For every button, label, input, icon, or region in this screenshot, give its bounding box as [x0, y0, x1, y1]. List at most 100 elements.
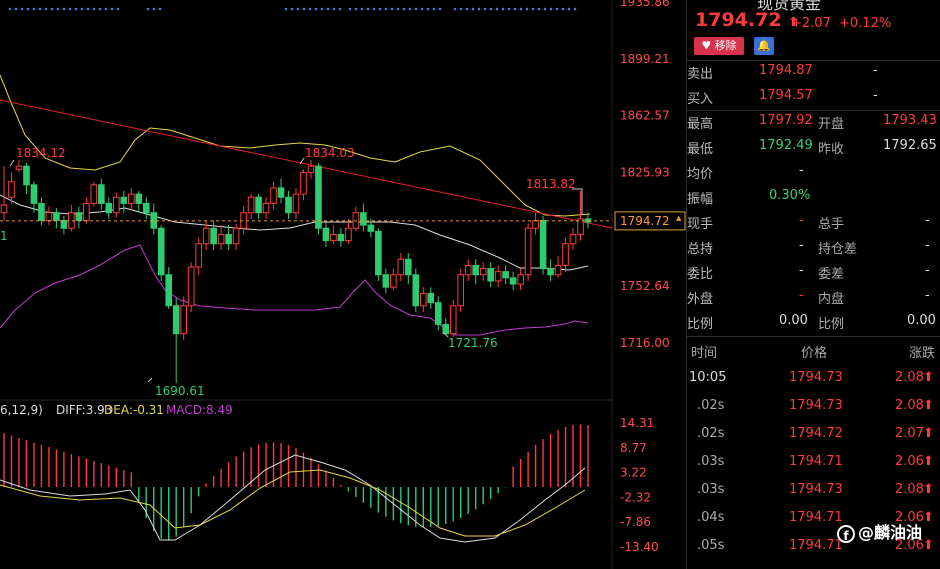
candle-body — [307, 165, 315, 173]
buy-row: 买入 1794.57 - — [687, 88, 940, 108]
tick-row: .03s 1794.73 2.08 ⬆ — [687, 482, 940, 506]
marker-dot — [152, 7, 156, 11]
tick-price: 1794.71 — [789, 538, 843, 553]
hold-label: 总持 — [687, 242, 714, 257]
marker-dot — [573, 7, 577, 11]
tick-row: .02s 1794.73 2.08 ⬆ — [687, 398, 940, 422]
annotation-high-left: 1834.12 — [16, 146, 66, 160]
marker-dot — [146, 7, 150, 11]
high-open-row: 最高 1797.92 开盘 1793.43 — [687, 113, 940, 133]
ratio2-value: 0.00 — [907, 313, 936, 328]
tick-change: 2.08 — [895, 398, 924, 413]
ratio-label: 比例 — [687, 317, 714, 332]
marker-dot — [471, 7, 475, 11]
high-value: 1797.92 — [759, 113, 813, 128]
now-hand-label: 现手 — [687, 217, 714, 232]
candle-body — [30, 184, 38, 204]
candle-body — [187, 266, 195, 307]
price-axis-label: 1935.86 — [620, 0, 670, 9]
marker-dot — [14, 7, 18, 11]
candle-body — [180, 305, 187, 335]
kline-chart[interactable]: 1935.86 1899.21 1862.57 1825.93 1752.64 1716.… — [0, 0, 686, 569]
candle-body — [360, 212, 367, 226]
tick-price: 1794.71 — [789, 510, 843, 525]
heart-icon: ♥ — [701, 39, 712, 52]
tick-price: 1794.71 — [789, 454, 843, 469]
hold-change-value: - — [925, 238, 930, 253]
marker-dot — [414, 7, 418, 11]
marker-dot — [567, 7, 571, 11]
tick-time: .02s — [697, 398, 725, 413]
candle-body — [472, 264, 479, 276]
annotation-left-cut: 1 — [0, 229, 8, 243]
candle-body — [247, 196, 255, 214]
annotation-high-mid: 1834.03 — [305, 146, 355, 160]
candle-body — [105, 202, 113, 214]
avg-label: 均价 — [687, 167, 714, 182]
candle-body — [83, 202, 90, 221]
price-axis-label: 1899.21 — [620, 52, 670, 66]
position-row: 总持 - 持仓差 - — [687, 238, 940, 258]
kline-chart-area[interactable]: 1935.86 1899.21 1862.57 1825.93 1752.64 1716.… — [0, 0, 686, 569]
annotation-recent-high: 1813.82 — [526, 177, 576, 191]
marker-dot — [110, 7, 114, 11]
candle-body — [517, 274, 524, 285]
marker-dot — [290, 7, 294, 11]
order-ratio-row: 委比 - 委差 - — [687, 263, 940, 283]
candle-body — [157, 227, 165, 276]
middle-band-line — [0, 194, 589, 271]
diff-line — [0, 454, 586, 543]
order-diff-label: 委差 — [818, 267, 845, 282]
tick-row: .02s 1794.72 2.07 ⬆ — [687, 426, 940, 450]
candle-body — [232, 227, 240, 245]
last-price-value: 1794.72 — [695, 9, 782, 31]
tick-change: 2.07 — [895, 426, 924, 441]
remove-watchlist-button[interactable]: ♥ 移除 — [694, 37, 744, 55]
marker-dot — [92, 7, 96, 11]
marker-dot — [314, 7, 318, 11]
candle-body — [45, 212, 53, 221]
candle-body — [487, 268, 494, 282]
buy-label: 买入 — [687, 92, 714, 107]
annotation-pointer — [572, 188, 583, 215]
candle-body — [382, 274, 390, 288]
up-arrow-icon: ⬆ — [923, 538, 934, 553]
marker-dot — [525, 7, 529, 11]
marker-dot — [420, 7, 424, 11]
marker-dot — [44, 7, 48, 11]
candle-body — [434, 302, 442, 325]
candle-body — [255, 196, 262, 214]
tick-change: 2.06 — [895, 538, 924, 553]
prev-close-label: 昨收 — [818, 142, 845, 157]
marker-dot — [555, 7, 559, 11]
candle-body — [277, 187, 285, 198]
up-arrow-icon: ⬆ — [923, 454, 934, 469]
marker-dot — [360, 7, 364, 11]
candle-body — [539, 219, 547, 270]
marker-dot — [326, 7, 330, 11]
marker-dot — [86, 7, 90, 11]
volume-row: 现手 - 总手 - — [687, 213, 940, 233]
inner-disk-value: - — [925, 288, 930, 303]
tick-time: .03s — [697, 454, 725, 469]
marker-dot — [426, 7, 430, 11]
candle-body — [494, 271, 502, 282]
amplitude-value: 0.30% — [769, 188, 811, 203]
candle-body — [8, 181, 15, 198]
candle-body — [419, 292, 427, 307]
macd-params: 6,12,9) — [0, 403, 43, 417]
marker-dot — [513, 7, 517, 11]
tick-row: .03s 1794.71 2.06 ⬆ — [687, 454, 940, 478]
tick-change: 2.08 — [895, 370, 924, 385]
candle-body — [75, 212, 83, 221]
candle-body — [547, 268, 554, 276]
candle-body — [53, 212, 60, 221]
ratio-value: 0.00 — [779, 313, 808, 328]
buy-value: 1794.57 — [759, 88, 813, 103]
macd-axis-label: 14.31 — [620, 416, 654, 430]
alert-bell-button[interactable]: 🔔 — [754, 37, 774, 55]
marker-dot — [402, 7, 406, 11]
up-arrow-icon: ⬆ — [923, 426, 934, 441]
marker-dot — [366, 7, 370, 11]
tick-change: 2.08 — [895, 482, 924, 497]
